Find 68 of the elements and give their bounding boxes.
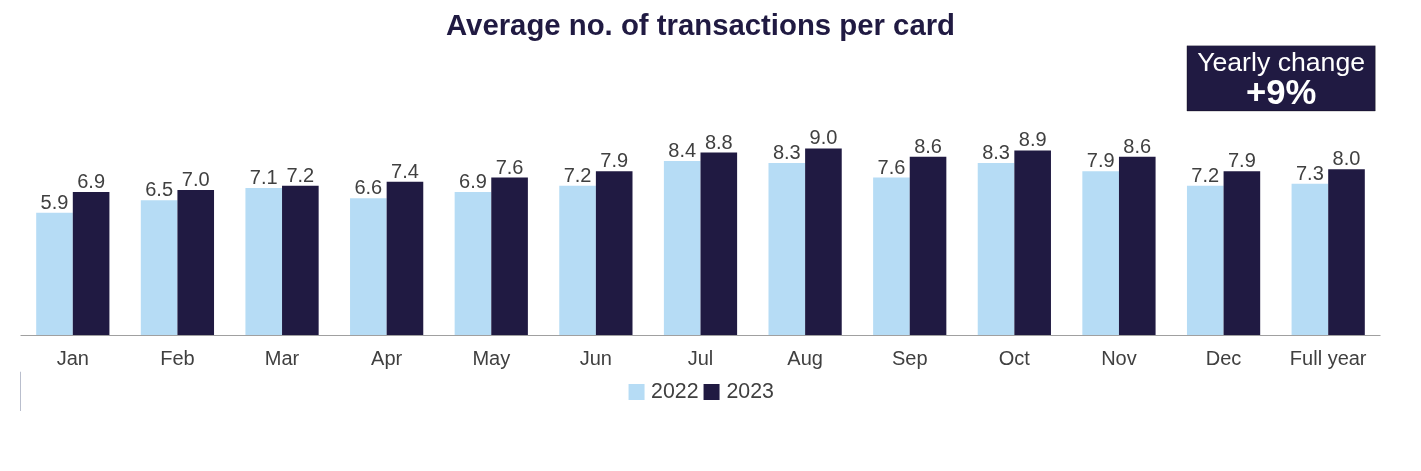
data-label: 8.6 — [914, 134, 942, 157]
bar — [1082, 171, 1119, 336]
bar — [1223, 171, 1261, 336]
data-label: 8.4 — [668, 138, 697, 161]
bar — [595, 171, 633, 336]
data-label: 8.8 — [704, 130, 733, 153]
x-tick-label: Aug — [787, 346, 823, 369]
x-tick-label: Jan — [56, 346, 89, 369]
x-tick-label: Oct — [998, 346, 1031, 369]
data-label: 7.9 — [1227, 149, 1256, 172]
bar — [177, 189, 215, 336]
bar — [386, 181, 424, 336]
data-label: 7.6 — [495, 155, 524, 178]
bar — [805, 148, 842, 336]
x-tick-label: Sep — [891, 346, 928, 369]
legend-label: 2022 — [651, 378, 699, 404]
bar — [700, 152, 738, 336]
x-tick-label: Mar — [264, 346, 300, 369]
bar — [245, 187, 283, 336]
data-label: 6.6 — [354, 176, 383, 199]
data-label: 7.1 — [249, 165, 278, 188]
data-label: 7.3 — [1295, 161, 1324, 184]
bar — [36, 212, 73, 336]
data-label: 6.9 — [77, 170, 106, 193]
data-label: 7.9 — [600, 149, 629, 172]
bar — [1118, 156, 1156, 336]
x-tick-label: Dec — [1205, 346, 1242, 369]
data-label: 7.2 — [563, 163, 592, 186]
data-label: 9.0 — [809, 126, 838, 149]
data-label: 7.6 — [877, 155, 906, 178]
bar — [873, 177, 910, 336]
data-label: 7.0 — [181, 167, 210, 190]
data-label: 7.9 — [1086, 149, 1115, 172]
bar — [282, 185, 319, 336]
bar — [1328, 169, 1365, 336]
bar — [768, 162, 806, 336]
legend-label: 2023 — [726, 378, 774, 404]
bar — [1291, 183, 1329, 336]
data-label: 5.9 — [40, 190, 69, 213]
data-label: 8.6 — [1123, 134, 1152, 157]
chart-title: Average no. of transactions per card — [445, 7, 956, 41]
bar — [491, 177, 528, 336]
data-label: 8.9 — [1018, 128, 1047, 151]
bar — [977, 162, 1015, 336]
bar — [140, 200, 178, 336]
x-tick-label: Feb — [160, 346, 195, 369]
data-label: 6.5 — [145, 178, 174, 201]
x-tick-label: May — [472, 346, 511, 369]
data-label: 6.9 — [459, 170, 487, 193]
bar — [663, 160, 701, 336]
data-label: 7.4 — [391, 159, 419, 182]
bar — [1014, 150, 1051, 336]
data-label: 8.3 — [772, 140, 801, 163]
data-label: 7.2 — [286, 163, 315, 186]
bar — [454, 192, 492, 336]
x-tick-label: Apr — [371, 346, 403, 369]
data-label: 8.0 — [1332, 147, 1361, 170]
x-tick-label: Jun — [579, 346, 613, 369]
x-tick-label: Full year — [1289, 346, 1367, 369]
x-tick-label: Jul — [687, 346, 714, 369]
bar — [1186, 185, 1224, 336]
bar — [72, 192, 110, 336]
bar — [909, 156, 947, 336]
x-tick-label: Nov — [1101, 346, 1137, 369]
bar — [350, 198, 387, 336]
data-label: 8.3 — [982, 140, 1010, 163]
data-label: 7.2 — [1191, 163, 1220, 186]
bar — [559, 185, 596, 336]
